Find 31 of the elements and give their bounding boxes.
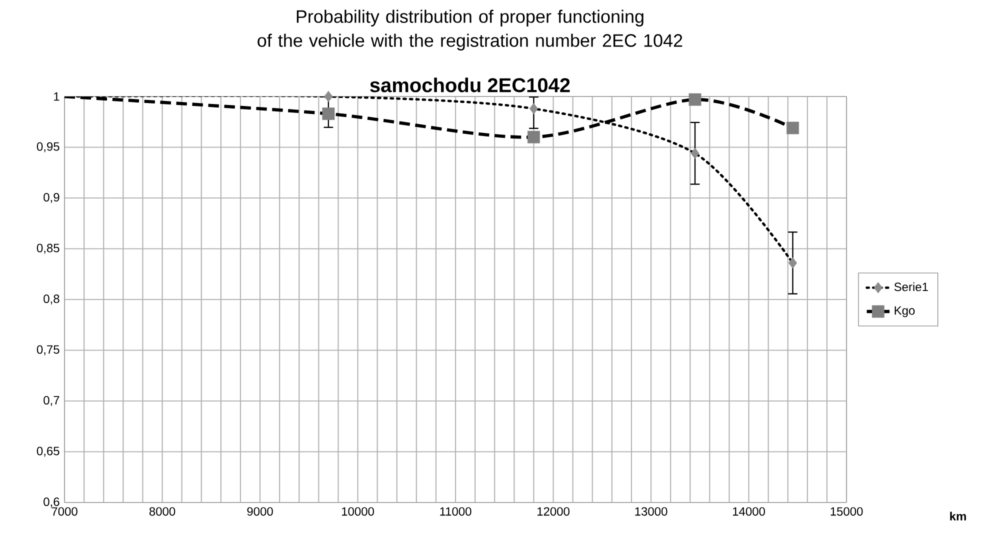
- x-tick-label: 9000: [247, 507, 273, 516]
- point: [788, 257, 798, 269]
- y-tick-label: 0,95: [36, 142, 60, 152]
- text: km: [950, 512, 966, 520]
- x-tick-label: 8000: [149, 507, 176, 516]
- chart-subtitle: samochodu 2EC1042: [370, 78, 570, 92]
- x-tick-label: 15000: [830, 507, 863, 516]
- point: [786, 122, 799, 134]
- y-tick-label: 0,75: [36, 345, 60, 356]
- x-tick-label: 11000: [440, 507, 472, 516]
- y-tick-label: 0,65: [36, 446, 60, 457]
- y-tick-label: 1: [54, 92, 60, 101]
- point: [322, 108, 335, 120]
- point: [528, 130, 540, 144]
- y-tick-label: 0,85: [36, 244, 60, 254]
- point: [324, 90, 333, 102]
- y-tick-label: 0,6: [44, 498, 60, 508]
- chart-title: Probability distribution of proper functioning of the vehicle with the registration number 2EC 1042: [258, 10, 682, 50]
- point: [690, 148, 700, 159]
- x-tick-label: 12000: [538, 507, 570, 516]
- legend-label: Serie1: [894, 282, 928, 292]
- y-tick-label: 0,7: [44, 396, 60, 406]
- x-tick-label: 14000: [733, 507, 765, 516]
- x-tick-label: 10000: [342, 507, 374, 516]
- point: [529, 103, 538, 114]
- y-tick-label: 0,8: [44, 294, 60, 304]
- x-tick-label: 13000: [635, 507, 668, 516]
- x-tick-label: 7000: [52, 507, 78, 516]
- legend-label: Kgo: [894, 306, 915, 318]
- y-tick-label: 0,9: [44, 193, 60, 203]
- point: [688, 93, 702, 106]
